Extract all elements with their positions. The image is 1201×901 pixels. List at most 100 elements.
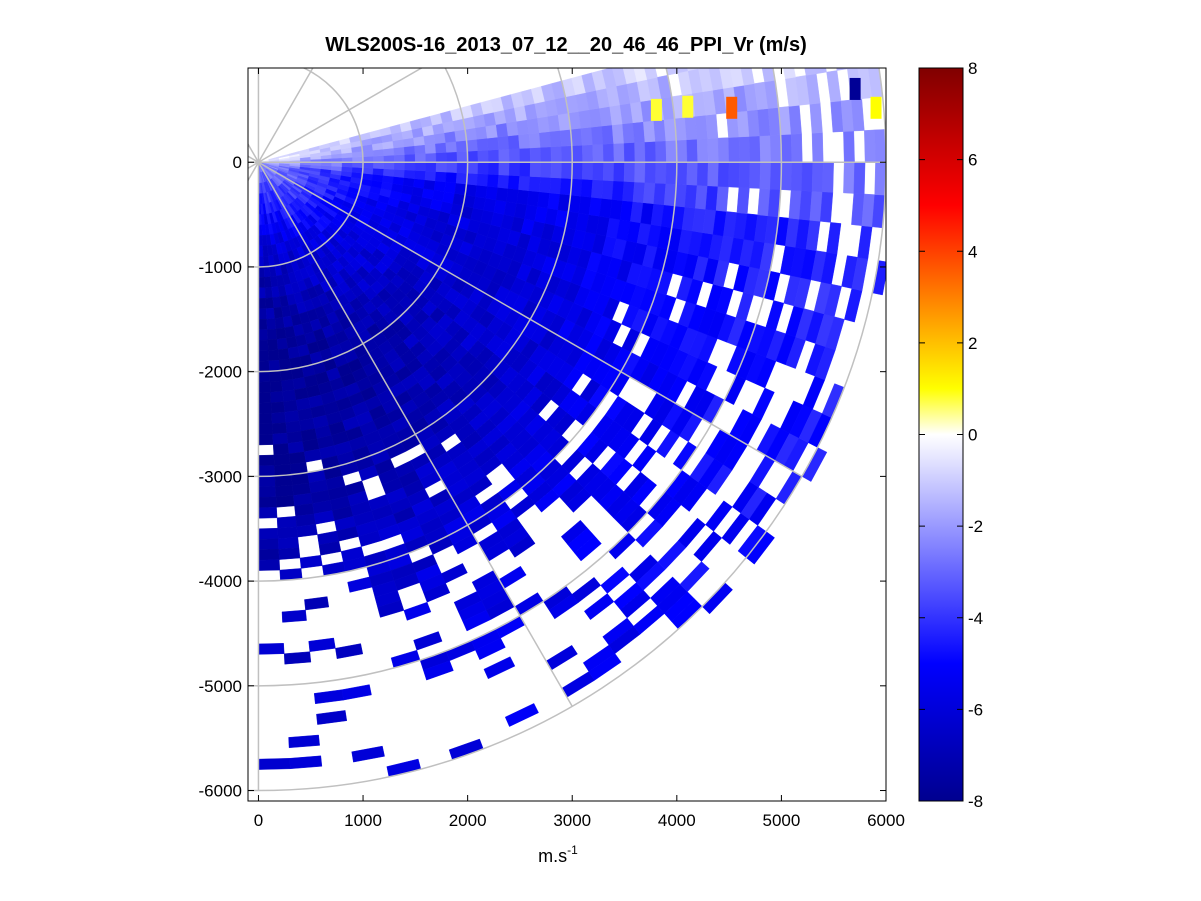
velocity-cell bbox=[258, 256, 265, 268]
velocity-cell bbox=[362, 155, 374, 163]
velocity-cell bbox=[414, 153, 427, 163]
velocity-cell bbox=[708, 68, 724, 91]
velocity-cell bbox=[769, 161, 782, 190]
velocity-cell bbox=[475, 184, 488, 199]
velocity-cell bbox=[435, 161, 447, 173]
velocity-cell bbox=[352, 161, 364, 168]
velocity-cell bbox=[540, 146, 552, 163]
velocity-cell bbox=[550, 161, 563, 179]
velocity-cell bbox=[425, 161, 437, 172]
plot-area bbox=[247, 67, 887, 802]
velocity-cell bbox=[258, 360, 270, 372]
velocity-cell bbox=[528, 176, 541, 193]
colorbar: -8 -6 -4 -2 0 2 4 6 8 bbox=[918, 59, 983, 811]
velocity-cell bbox=[843, 161, 855, 194]
velocity-cell bbox=[695, 114, 708, 140]
velocity-cell bbox=[687, 68, 699, 72]
velocity-cell bbox=[271, 422, 288, 435]
velocity-cell bbox=[475, 125, 488, 140]
velocity-cell bbox=[717, 137, 730, 163]
velocity-cell bbox=[284, 410, 300, 423]
velocity-cell bbox=[622, 68, 638, 85]
velocity-hotspot bbox=[870, 96, 882, 119]
colorbar-tick-label: -4 bbox=[968, 609, 983, 628]
velocity-cell bbox=[258, 412, 273, 425]
velocity-cell bbox=[281, 379, 295, 392]
y-tick-label: -5000 bbox=[199, 677, 242, 696]
velocity-cell bbox=[698, 68, 714, 93]
velocity-cell bbox=[285, 420, 302, 434]
velocity-cell bbox=[613, 142, 625, 163]
velocity-cell bbox=[286, 430, 303, 444]
velocity-cell bbox=[445, 141, 458, 153]
velocity-cell bbox=[289, 755, 323, 770]
velocity-cell bbox=[665, 68, 679, 76]
velocity-cell bbox=[611, 123, 625, 144]
velocity-cell bbox=[780, 134, 793, 163]
velocity-cell bbox=[790, 133, 803, 163]
velocity-cell bbox=[258, 318, 268, 331]
velocity-cell bbox=[580, 126, 593, 146]
velocity-cell bbox=[884, 161, 886, 196]
colorbar-ticks: -8 -6 -4 -2 0 2 4 6 8 bbox=[919, 59, 983, 811]
plot-frame bbox=[247, 67, 887, 802]
velocity-cell bbox=[393, 154, 406, 163]
velocity-cell bbox=[601, 124, 614, 145]
velocity-cell bbox=[435, 142, 447, 154]
velocity-cell bbox=[529, 147, 542, 163]
velocity-cell bbox=[622, 122, 635, 144]
velocity-cell bbox=[267, 339, 279, 351]
x-tick-label: 0 bbox=[254, 811, 263, 830]
velocity-cell bbox=[822, 161, 834, 193]
velocity-hotspot bbox=[726, 96, 738, 119]
velocity-cell bbox=[341, 684, 372, 701]
velocity-cell bbox=[495, 187, 509, 202]
velocity-cell bbox=[580, 178, 593, 198]
velocity-cell bbox=[485, 124, 498, 139]
velocity-cell bbox=[634, 141, 646, 163]
colorbar-tick-label: -8 bbox=[968, 792, 983, 811]
y-axis: 0 -1000 -2000 -3000 -4000 -5000 -6000 bbox=[199, 153, 886, 801]
velocity-cell bbox=[507, 175, 520, 190]
velocity-cell bbox=[874, 161, 886, 196]
velocity-cell bbox=[611, 180, 625, 201]
velocity-cell bbox=[695, 185, 708, 210]
velocity-cell bbox=[665, 140, 678, 163]
velocity-cell bbox=[283, 651, 312, 665]
velocity-cell bbox=[526, 117, 540, 135]
velocity-cell bbox=[382, 175, 394, 184]
velocity-cell bbox=[508, 161, 521, 177]
velocity-cell bbox=[392, 176, 405, 186]
velocity-cell bbox=[843, 130, 855, 163]
y-tick-label: -2000 bbox=[199, 363, 242, 382]
velocity-cell bbox=[258, 350, 270, 362]
velocity-cell bbox=[277, 348, 290, 361]
velocity-cell bbox=[487, 174, 499, 188]
velocity-cell bbox=[264, 286, 273, 299]
azimuth-spoke bbox=[258, 68, 423, 163]
velocity-cell bbox=[675, 161, 688, 185]
velocity-cell bbox=[475, 637, 506, 660]
velocity-cell bbox=[851, 98, 865, 132]
velocity-cell bbox=[445, 171, 458, 184]
velocity-cell bbox=[518, 133, 531, 149]
velocity-cell bbox=[643, 120, 656, 143]
azimuth-spoke bbox=[248, 161, 259, 170]
velocity-cell bbox=[276, 337, 289, 350]
velocity-cell bbox=[288, 734, 320, 749]
velocity-cell bbox=[258, 245, 264, 257]
velocity-cell bbox=[468, 475, 493, 497]
velocity-cell bbox=[613, 161, 625, 182]
velocity-cell bbox=[402, 177, 415, 188]
velocity-cell bbox=[258, 527, 279, 540]
velocity-cell bbox=[265, 307, 276, 320]
velocity-cell bbox=[270, 401, 285, 414]
velocity-cell bbox=[826, 222, 842, 255]
velocity-cell bbox=[655, 140, 667, 163]
velocity-cell bbox=[631, 478, 657, 506]
velocity-cell bbox=[601, 180, 614, 200]
velocity-cell bbox=[498, 161, 510, 176]
velocity-cell bbox=[442, 191, 455, 204]
velocity-cell bbox=[592, 161, 604, 181]
velocity-cell bbox=[696, 138, 709, 163]
